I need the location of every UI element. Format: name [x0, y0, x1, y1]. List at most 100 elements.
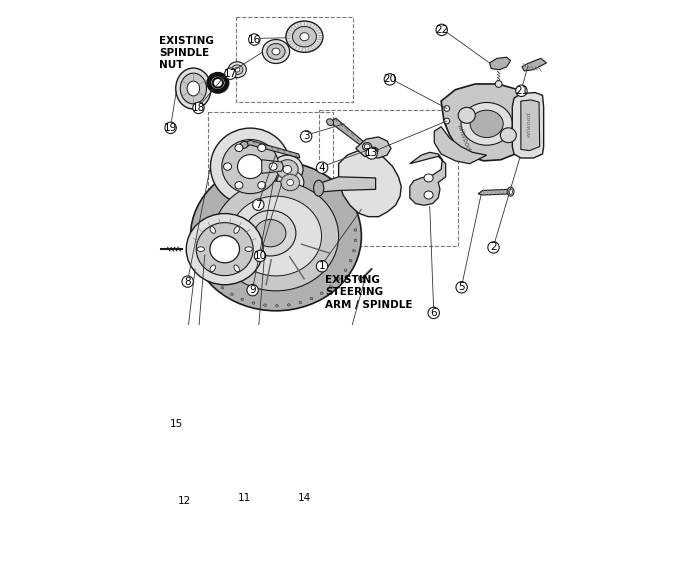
Circle shape — [516, 85, 527, 97]
Ellipse shape — [197, 251, 200, 254]
Ellipse shape — [458, 108, 475, 123]
Ellipse shape — [444, 106, 449, 112]
Circle shape — [316, 261, 328, 272]
Circle shape — [488, 242, 499, 253]
Polygon shape — [522, 59, 547, 71]
Ellipse shape — [344, 269, 347, 271]
Ellipse shape — [314, 180, 324, 196]
Ellipse shape — [354, 239, 357, 242]
Text: wilwood: wilwood — [455, 123, 470, 152]
Polygon shape — [441, 84, 532, 161]
Ellipse shape — [353, 249, 356, 252]
Ellipse shape — [269, 163, 277, 170]
Ellipse shape — [234, 226, 239, 233]
Text: 1: 1 — [318, 261, 326, 271]
Ellipse shape — [286, 21, 323, 52]
Text: EXISTING
SPINDLE
NUT: EXISTING SPINDLE NUT — [159, 35, 214, 71]
Text: wilwood: wilwood — [527, 111, 532, 137]
Ellipse shape — [509, 189, 512, 195]
Polygon shape — [410, 152, 446, 205]
Text: 21: 21 — [514, 86, 528, 96]
Ellipse shape — [264, 304, 267, 306]
Ellipse shape — [349, 259, 352, 262]
Ellipse shape — [195, 241, 198, 244]
Ellipse shape — [424, 174, 433, 182]
Text: 5: 5 — [458, 282, 465, 292]
Circle shape — [239, 492, 251, 504]
Ellipse shape — [228, 62, 246, 78]
Ellipse shape — [276, 160, 298, 179]
Ellipse shape — [283, 166, 292, 174]
Circle shape — [182, 276, 193, 287]
Ellipse shape — [258, 144, 266, 151]
Ellipse shape — [500, 128, 517, 143]
Ellipse shape — [370, 147, 378, 154]
Ellipse shape — [176, 68, 211, 109]
Ellipse shape — [196, 222, 253, 275]
Ellipse shape — [255, 220, 286, 247]
Text: 10: 10 — [253, 251, 267, 261]
Ellipse shape — [354, 229, 357, 231]
Ellipse shape — [197, 247, 204, 251]
Ellipse shape — [187, 81, 199, 96]
Circle shape — [248, 34, 260, 46]
Circle shape — [247, 284, 258, 296]
Ellipse shape — [213, 279, 216, 282]
Ellipse shape — [321, 292, 323, 294]
Polygon shape — [356, 137, 391, 158]
Text: 20: 20 — [384, 75, 396, 84]
Circle shape — [225, 68, 236, 80]
Circle shape — [316, 162, 328, 174]
Ellipse shape — [495, 81, 502, 88]
Ellipse shape — [300, 32, 309, 41]
Ellipse shape — [337, 278, 340, 280]
Ellipse shape — [293, 26, 316, 47]
Ellipse shape — [244, 211, 296, 256]
Ellipse shape — [241, 298, 244, 300]
Circle shape — [254, 250, 266, 262]
Ellipse shape — [211, 128, 290, 205]
Text: 13: 13 — [365, 149, 378, 158]
Polygon shape — [489, 57, 510, 70]
Ellipse shape — [190, 161, 361, 311]
Ellipse shape — [272, 155, 303, 184]
Ellipse shape — [232, 65, 243, 75]
Ellipse shape — [186, 213, 263, 284]
Ellipse shape — [240, 142, 248, 149]
Circle shape — [384, 74, 395, 85]
Polygon shape — [512, 93, 544, 158]
Text: 2: 2 — [490, 242, 497, 253]
Ellipse shape — [201, 261, 204, 263]
Circle shape — [193, 102, 204, 114]
Text: 18: 18 — [192, 103, 205, 113]
Ellipse shape — [363, 143, 372, 151]
Text: 12: 12 — [178, 496, 192, 506]
Ellipse shape — [252, 302, 255, 304]
Ellipse shape — [206, 270, 209, 273]
Ellipse shape — [210, 236, 239, 263]
Ellipse shape — [258, 182, 266, 189]
Ellipse shape — [272, 48, 280, 55]
Bar — [236, 17, 353, 102]
Ellipse shape — [461, 102, 512, 145]
Ellipse shape — [267, 44, 285, 60]
Circle shape — [436, 24, 447, 35]
Text: 14: 14 — [298, 493, 311, 503]
Text: 3: 3 — [303, 131, 309, 141]
Polygon shape — [262, 160, 284, 174]
Ellipse shape — [276, 170, 304, 195]
Circle shape — [366, 148, 377, 159]
Circle shape — [299, 492, 310, 504]
Polygon shape — [521, 100, 540, 151]
Ellipse shape — [444, 118, 449, 124]
Ellipse shape — [358, 277, 364, 282]
Text: EXISTING
STEERING
ARM / SPINDLE: EXISTING STEERING ARM / SPINDLE — [325, 275, 412, 310]
Text: 11: 11 — [238, 493, 251, 503]
Circle shape — [172, 418, 183, 430]
Text: 8: 8 — [184, 277, 191, 287]
Bar — [208, 113, 333, 221]
Ellipse shape — [235, 182, 243, 189]
Ellipse shape — [214, 181, 339, 291]
Text: 9: 9 — [249, 285, 256, 295]
Polygon shape — [244, 141, 300, 158]
